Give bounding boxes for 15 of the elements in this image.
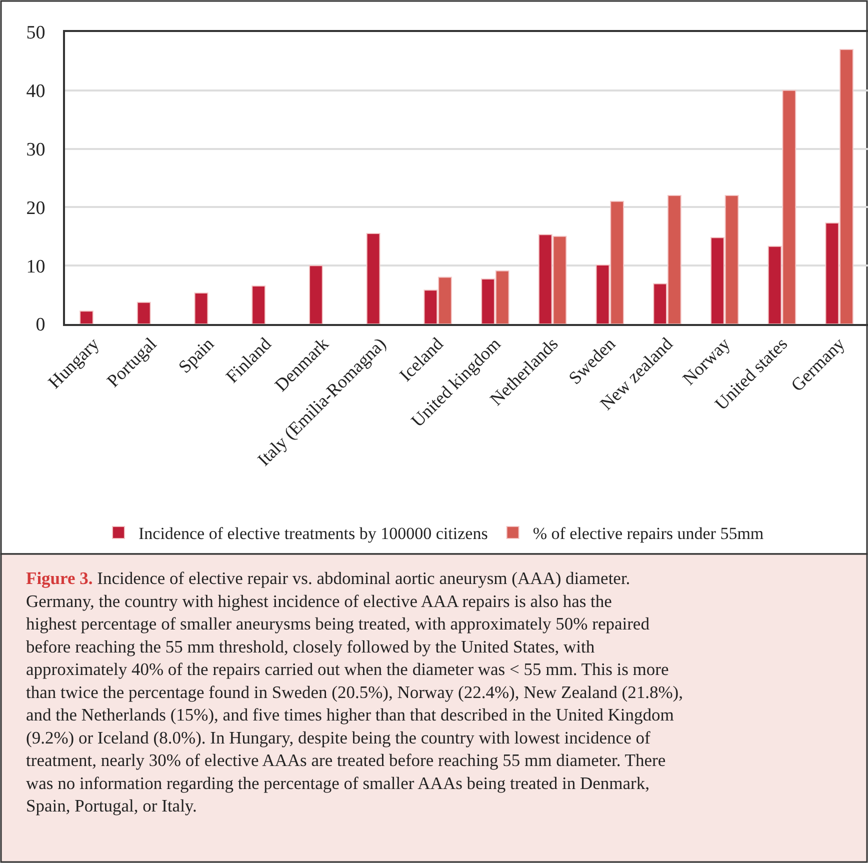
y-tick-label: 20 — [26, 198, 46, 219]
bar — [308, 265, 323, 324]
y-tick-label: 0 — [36, 314, 46, 336]
y-tick-label: 50 — [26, 22, 46, 44]
bar — [252, 286, 266, 324]
bar — [80, 310, 94, 324]
y-tick-label: 40 — [26, 81, 46, 102]
bar — [136, 302, 151, 324]
y-tick-label: 10 — [26, 256, 46, 278]
legend-label: % of elective repairs under 55mm — [532, 524, 764, 544]
caption: Figure 3. — [26, 568, 93, 588]
legend-label: Incidence of elective treatments by 100000 citizens — [138, 524, 488, 544]
bar — [366, 232, 380, 324]
bar — [194, 292, 208, 324]
y-tick-label: 30 — [26, 139, 46, 160]
